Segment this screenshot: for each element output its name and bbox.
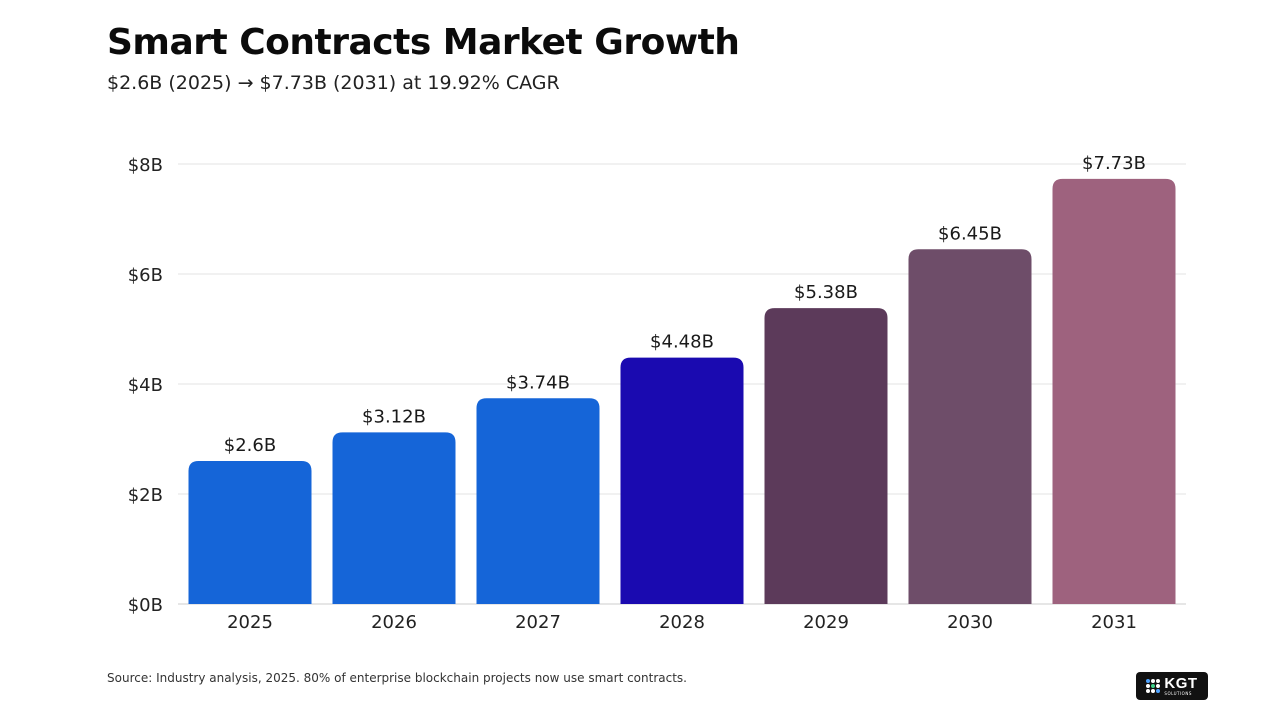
source-note: Source: Industry analysis, 2025. 80% of … (107, 671, 687, 685)
bar (764, 308, 888, 604)
data-label: $6.45B (938, 223, 1002, 244)
y-tick-label: $4B (128, 375, 163, 396)
y-tick-label: $2B (128, 485, 163, 506)
data-label: $3.74B (506, 372, 570, 393)
chart-title: Smart Contracts Market Growth (107, 22, 740, 63)
x-tick-label: 2025 (227, 612, 273, 633)
logo-text: KGT (1164, 675, 1198, 692)
bar (908, 249, 1032, 604)
x-tick-label: 2027 (515, 612, 561, 633)
data-label: $3.12B (362, 406, 426, 427)
bar (188, 461, 312, 604)
data-label: $4.48B (650, 332, 714, 353)
bar-chart: $0B $2B $4B $6B $8B $2.6B 2025 $3.12B 2026 $3.74B… (128, 153, 1186, 633)
logo-subtext: SOLUTIONS (1164, 691, 1192, 696)
x-tick-label: 2030 (947, 612, 993, 633)
data-label: $5.38B (794, 282, 858, 303)
bar (332, 432, 456, 604)
x-tick-label: 2028 (659, 612, 705, 633)
kgt-logo: KGT SOLUTIONS (1136, 672, 1208, 700)
x-tick-label: 2029 (803, 612, 849, 633)
x-tick-label: 2026 (371, 612, 417, 633)
y-tick-label: $0B (128, 595, 163, 616)
bar (1052, 178, 1176, 604)
y-tick-label: $6B (128, 265, 163, 286)
bar (620, 357, 744, 604)
data-label: $2.6B (224, 435, 276, 456)
x-tick-label: 2031 (1091, 612, 1137, 633)
chart-subtitle: $2.6B (2025) → $7.73B (2031) at 19.92% C… (107, 72, 560, 94)
data-label: $7.73B (1082, 153, 1146, 174)
bar (476, 398, 600, 604)
y-tick-label: $8B (128, 155, 163, 176)
logo-dots-icon (1146, 679, 1161, 693)
